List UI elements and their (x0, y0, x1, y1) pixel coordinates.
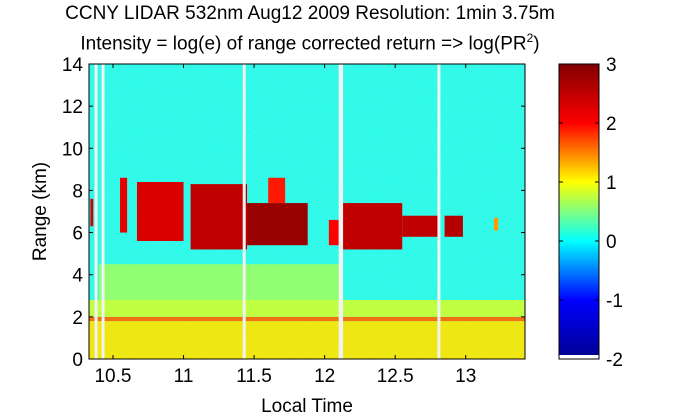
colorbar-tick-label: 3 (606, 55, 617, 76)
colorbar-tick-label: 2 (606, 114, 617, 135)
x-tick-label: 12 (314, 366, 335, 387)
data-gap (101, 64, 105, 359)
y-tick-label: 4 (72, 266, 83, 287)
y-tick-label: 2 (72, 308, 83, 329)
data-gap (242, 64, 246, 359)
cloud-layer (190, 184, 248, 250)
aerosol-layer (89, 300, 525, 317)
colorbar-frame (558, 63, 600, 360)
y-tick-label: 8 (72, 181, 83, 202)
plot-frame (88, 63, 526, 360)
x-axis-label: Local Time (261, 396, 353, 417)
cloud-layer (120, 177, 128, 233)
chart-title: CCNY LIDAR 532nm Aug12 2009 Resolution: … (65, 3, 555, 24)
cloud-layer (402, 215, 438, 237)
colorbar-tick-label: -2 (606, 350, 623, 371)
cloud-layer (444, 215, 463, 237)
colorbar: -2 -1 0 1 2 3 (558, 55, 623, 371)
cloud-layer (342, 203, 403, 250)
x-tick-label: 11.5 (236, 366, 272, 387)
data-gap (340, 64, 344, 359)
y-tick-label: 12 (62, 97, 83, 118)
aerosol-layer (89, 321, 525, 359)
y-tick-label: 6 (72, 224, 83, 245)
heatmap-area (89, 64, 525, 359)
colorbar-tick-label: 0 (606, 232, 617, 253)
x-tick-label: 13 (455, 366, 476, 387)
colorbar-tick-label: -1 (606, 291, 623, 312)
data-gap (437, 64, 441, 359)
cloud-layer (90, 198, 94, 227)
aerosol-layer (89, 316, 525, 322)
colorbar-nodata (559, 355, 599, 359)
data-gap (94, 64, 98, 359)
subtitle-superscript: 2 (526, 31, 534, 45)
y-axis-label: Range (km) (30, 162, 51, 261)
x-tick-label: 11 (174, 366, 194, 387)
cloud-layer (493, 217, 499, 231)
cloud-layer (136, 182, 184, 241)
y-tick-label: 10 (62, 139, 83, 160)
colorbar-tick-label: 1 (606, 173, 617, 194)
subtitle-text: Intensity = log(e) of range corrected re… (80, 33, 527, 55)
y-tick-label: 0 (72, 350, 83, 371)
axes: 10.5 11 11.5 12 12.5 13 0 2 4 6 8 10 12 14 (62, 55, 526, 387)
cloud-layer (268, 177, 286, 204)
cloud-layer (247, 203, 308, 246)
chart-subtitle: Intensity = log(e) of range corrected re… (0, 27, 620, 55)
aerosol-layer (98, 264, 339, 300)
colorbar-gradient (559, 64, 599, 359)
subtitle-text-end: ) (533, 33, 540, 55)
y-tick-label: 14 (62, 55, 84, 76)
x-tick-label: 12.5 (377, 366, 414, 387)
cloud-layer (328, 219, 339, 246)
x-tick-label: 10.5 (94, 366, 131, 387)
